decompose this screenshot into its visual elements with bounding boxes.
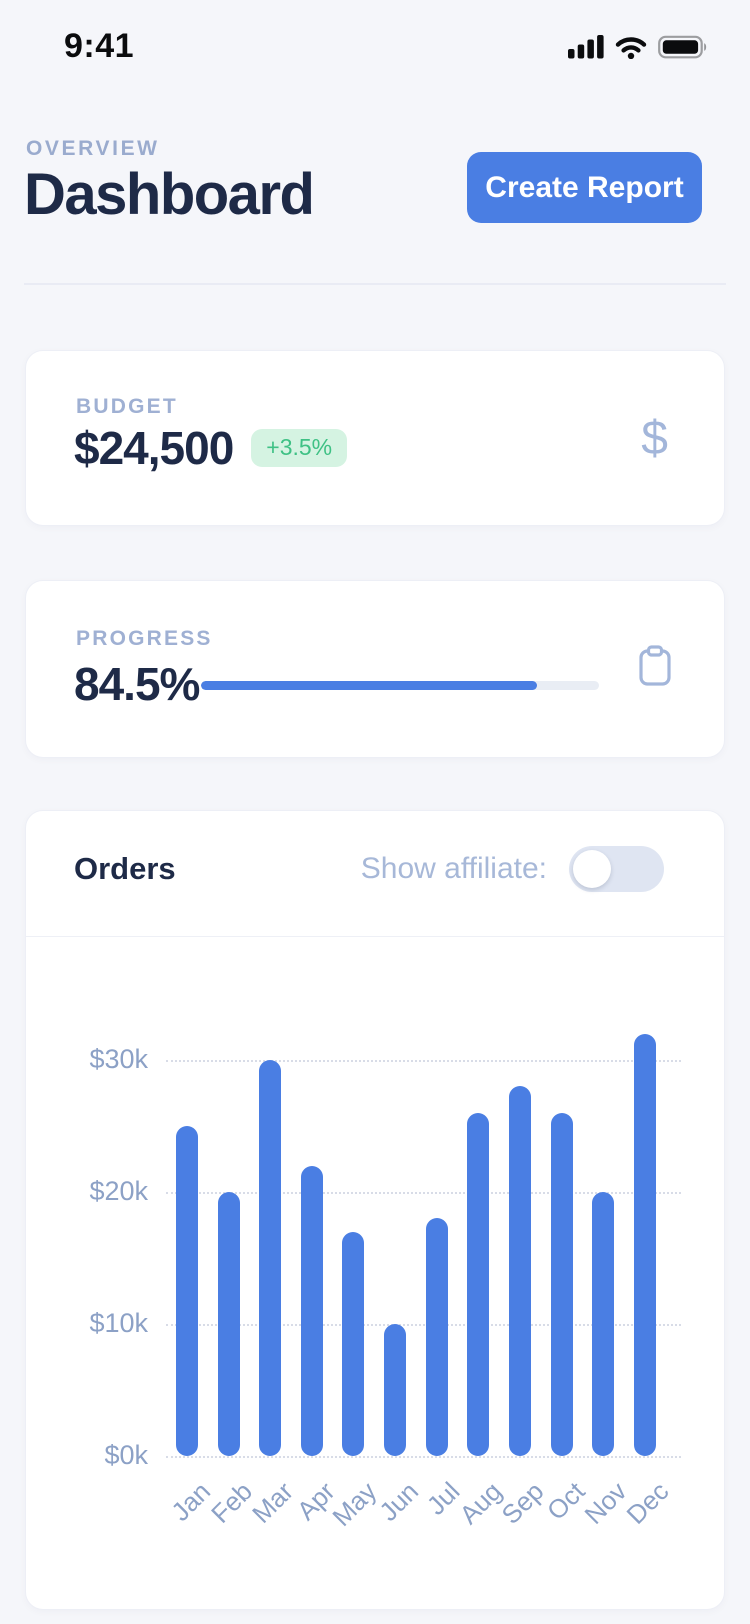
y-axis-label: $30k [89, 1044, 148, 1074]
show-affiliate-label: Show affiliate: [360, 851, 547, 885]
y-axis-label: $0k [104, 1440, 148, 1470]
gridline-$30k [166, 1060, 681, 1062]
dollar-icon: $ [641, 412, 668, 465]
gridline-$0k [166, 1456, 681, 1458]
x-axis-label: Oct [540, 1476, 591, 1526]
progress-value: 84.5% [74, 658, 200, 710]
wifi-icon [614, 35, 648, 64]
x-axis-label: Jun [373, 1476, 425, 1527]
chart-bar-jul [425, 1218, 448, 1456]
gridline-$20k [166, 1192, 681, 1194]
battery-icon [658, 35, 708, 64]
chart-bar-apr [300, 1165, 323, 1456]
budget-value: $24,500 [74, 422, 234, 474]
orders-bar-chart: $30k $20k $10k $0k Jan Feb Mar Apr May Jun Jul Aug S… [26, 936, 726, 1611]
chart-bar-dec [633, 1033, 656, 1456]
chart-bar-mar [259, 1060, 282, 1456]
chart-bar-oct [550, 1112, 573, 1456]
orders-title: Orders [74, 850, 176, 886]
progress-bar-track [201, 681, 599, 690]
section-eyebrow: OVERVIEW [26, 137, 160, 160]
chart-bar-jan [176, 1126, 198, 1456]
budget-delta-badge: +3.5% [251, 429, 348, 467]
gridline-$10k [166, 1324, 681, 1326]
chart-bar-sep [508, 1086, 531, 1456]
header-divider [24, 283, 726, 285]
progress-card: PROGRESS 84.5% [25, 580, 725, 758]
status-icons [568, 35, 708, 64]
chart-bar-aug [467, 1112, 490, 1456]
progress-bar-fill [201, 681, 538, 690]
create-report-button[interactable]: Create Report [467, 152, 702, 223]
x-axis-label: Dec [620, 1476, 675, 1530]
orders-card: Orders Show affiliate: $30k $20k $10k $0k Ja… [25, 810, 725, 1610]
progress-label: PROGRESS [76, 627, 213, 650]
chart-bar-jun [384, 1324, 407, 1456]
page-title: Dashboard [24, 162, 315, 227]
orders-card-header: Orders Show affiliate: [26, 811, 724, 936]
chart-bar-nov [592, 1192, 615, 1456]
orders-header-divider [26, 936, 724, 937]
y-axis-label: $20k [89, 1176, 148, 1206]
budget-card: BUDGET $24,500 +3.5% $ [25, 350, 725, 526]
toggle-knob [573, 849, 611, 888]
show-affiliate-toggle[interactable] [569, 845, 664, 892]
clipboard-icon [638, 645, 672, 692]
status-time: 9:41 [64, 27, 135, 65]
y-axis-label: $10k [89, 1308, 148, 1338]
budget-label: BUDGET [76, 395, 178, 418]
signal-icon [568, 35, 604, 64]
chart-bar-feb [217, 1192, 240, 1456]
chart-bar-may [342, 1231, 365, 1456]
